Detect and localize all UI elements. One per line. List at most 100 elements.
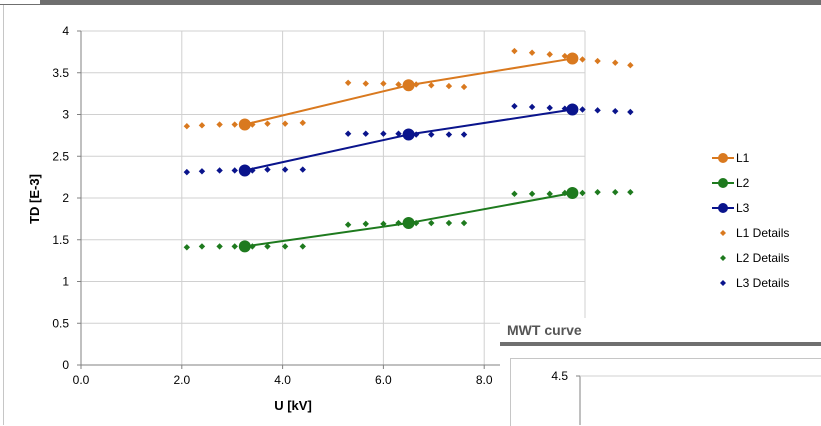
series-layer xyxy=(184,48,634,253)
legend-swatch xyxy=(712,151,734,165)
l3-details-marker xyxy=(547,105,553,111)
legend-item-l1-details: L1 Details xyxy=(712,223,821,248)
l2-details-marker xyxy=(529,191,535,197)
l1-details-marker xyxy=(594,58,600,64)
l1-details-marker xyxy=(184,123,190,129)
legend-label: L2 Details xyxy=(736,248,789,268)
legend-item-l2-details: L2 Details xyxy=(712,248,821,273)
l2-details-marker xyxy=(594,189,600,195)
y-tick-label: 4 xyxy=(62,24,69,38)
l1-details-marker xyxy=(232,121,238,127)
legend-swatch xyxy=(712,226,734,240)
l3-details-marker xyxy=(461,131,467,137)
y-tick-label: 2.5 xyxy=(52,149,69,163)
l3-details-marker xyxy=(511,103,517,109)
l3-details-marker xyxy=(232,167,238,173)
y-tick-label: 0 xyxy=(62,358,69,372)
legend-swatch xyxy=(712,251,734,265)
l3-details-marker xyxy=(300,166,306,172)
l1-details-marker xyxy=(345,80,351,86)
l2-point xyxy=(403,217,415,229)
l1-details-marker xyxy=(199,122,205,128)
l2-details-marker xyxy=(199,243,205,249)
x-tick-label: 8.0 xyxy=(476,373,493,387)
tick-labels: 0 0.5 1 1.5 2 2.5 3 3.5 4 0.0 2.0 4.0 6.0 8.0 xyxy=(52,24,493,387)
l2-details-marker xyxy=(216,243,222,249)
l1-details-marker xyxy=(428,82,434,88)
l1-details-marker xyxy=(627,62,633,68)
legend-label: L1 xyxy=(736,148,749,168)
x-tick-label: 6.0 xyxy=(375,373,392,387)
l2-details-marker xyxy=(461,220,467,226)
y-tick-label: 1.5 xyxy=(52,233,69,247)
l1-details-marker xyxy=(446,83,452,89)
l2-details-marker xyxy=(300,243,306,249)
l3-details-marker xyxy=(184,169,190,175)
legend-item-l2: L2 xyxy=(712,173,821,198)
l2-point xyxy=(566,187,578,199)
legend-item-l3: L3 xyxy=(712,198,821,223)
l3-point xyxy=(239,164,251,176)
l3-details-marker xyxy=(380,131,386,137)
l3-details-marker xyxy=(363,131,369,137)
l3-details-marker xyxy=(345,131,351,137)
legend-label: L3 xyxy=(736,198,749,218)
l2-details-marker xyxy=(363,221,369,227)
mwt-curve-panel: MWT curve 4.54 xyxy=(500,318,821,425)
l1-details-marker xyxy=(547,51,553,57)
l2-details-marker xyxy=(345,222,351,228)
y-tick-label: 1 xyxy=(62,275,69,289)
l1-details-marker xyxy=(612,60,618,66)
mwt-curve-chart: 4.54 xyxy=(500,318,821,425)
l2-point xyxy=(239,240,251,252)
l1-point xyxy=(566,53,578,65)
l3-point xyxy=(403,129,415,141)
y-tick-label: 2 xyxy=(62,191,69,205)
l1-details-marker xyxy=(511,48,517,54)
x-tick-label: 4.0 xyxy=(274,373,291,387)
grid-lines xyxy=(81,31,585,365)
l3-point xyxy=(566,103,578,115)
l1-details-marker xyxy=(529,50,535,56)
l1-point xyxy=(239,119,251,131)
legend-item-l1: L1 xyxy=(712,148,821,173)
legend-swatch xyxy=(712,276,734,290)
l3-details-marker xyxy=(446,131,452,137)
l3-details-marker xyxy=(264,166,270,172)
l2-details-marker xyxy=(446,220,452,226)
l1-details-marker xyxy=(264,120,270,126)
mwt-y-tick-label: 4.5 xyxy=(551,369,568,383)
y-axis-label: TD [E-3] xyxy=(27,174,42,224)
l2-details-marker xyxy=(612,189,618,195)
l3-details-marker xyxy=(612,108,618,114)
l3-details-marker xyxy=(594,107,600,113)
l3-details-marker xyxy=(216,167,222,173)
x-tick-label: 0.0 xyxy=(73,373,90,387)
l1-details-marker xyxy=(300,120,306,126)
l3-details-marker xyxy=(627,109,633,115)
l3-details-marker xyxy=(529,104,535,110)
l1-details-marker xyxy=(363,80,369,86)
l2-details-marker xyxy=(428,220,434,226)
y-tick-label: 3 xyxy=(62,108,69,122)
legend-label: L3 Details xyxy=(736,273,789,293)
legend-label: L1 Details xyxy=(736,223,789,243)
chart-legend: L1 L2 L3 L1 Details L2 Details L3 Details xyxy=(712,148,821,298)
l2-details-marker xyxy=(184,244,190,250)
legend-swatch xyxy=(712,201,734,215)
legend-swatch xyxy=(712,176,734,190)
x-tick-label: 2.0 xyxy=(173,373,190,387)
l3-details-marker xyxy=(199,168,205,174)
l2-details-marker xyxy=(511,191,517,197)
l1-point xyxy=(403,79,415,91)
l1-details-marker xyxy=(216,121,222,127)
y-tick-label: 3.5 xyxy=(52,66,69,80)
l1-details-marker xyxy=(380,80,386,86)
x-axis-label: U [kV] xyxy=(274,398,312,413)
l2-details-marker xyxy=(232,243,238,249)
legend-label: L2 xyxy=(736,173,749,193)
l2-details-marker xyxy=(627,189,633,195)
legend-item-l3-details: L3 Details xyxy=(712,273,821,298)
l1-details-marker xyxy=(461,84,467,90)
y-tick-label: 0.5 xyxy=(52,316,69,330)
